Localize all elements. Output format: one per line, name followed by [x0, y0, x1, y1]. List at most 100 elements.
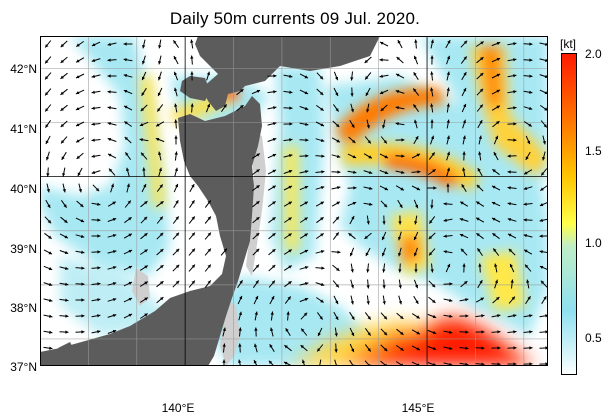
- current-arrow: [43, 265, 53, 271]
- current-arrow: [299, 185, 309, 191]
- current-arrow: [492, 168, 500, 176]
- current-arrow: [173, 55, 179, 65]
- current-arrow: [299, 297, 309, 303]
- current-arrow: [366, 119, 370, 129]
- current-arrow: [491, 362, 501, 366]
- current-arrow: [252, 216, 260, 224]
- current-arrow: [315, 250, 325, 254]
- current-arrow: [333, 71, 339, 81]
- current-arrow: [123, 74, 133, 78]
- current-arrow: [364, 232, 372, 240]
- current-arrow: [173, 199, 179, 209]
- current-arrow: [78, 183, 82, 193]
- current-arrow: [158, 39, 162, 49]
- oshima-peninsula: [180, 76, 210, 101]
- current-arrow: [283, 265, 293, 271]
- current-arrow: [172, 280, 180, 288]
- current-arrow: [508, 296, 516, 304]
- current-arrow: [75, 89, 85, 95]
- current-arrow: [124, 136, 132, 144]
- current-arrow: [174, 119, 178, 129]
- current-arrow: [475, 41, 485, 47]
- current-arrow: [317, 327, 323, 337]
- current-arrow: [107, 90, 117, 94]
- current-arrow: [381, 247, 387, 257]
- current-arrow: [510, 279, 514, 289]
- current-arrow: [172, 232, 180, 240]
- current-arrow: [299, 154, 309, 158]
- current-arrow: [188, 232, 196, 240]
- current-arrow: [190, 39, 194, 49]
- current-arrow: [299, 138, 309, 142]
- current-arrow: [366, 263, 370, 273]
- current-arrow: [253, 359, 258, 366]
- current-arrow: [267, 106, 277, 110]
- current-arrow: [62, 183, 66, 193]
- current-arrow: [156, 248, 164, 256]
- current-arrow: [158, 167, 162, 177]
- current-arrow: [476, 104, 484, 112]
- current-arrow: [172, 216, 180, 224]
- current-arrow: [315, 201, 325, 207]
- current-arrow: [253, 295, 259, 305]
- lat-label-39n: 39°N: [10, 242, 37, 256]
- current-arrow: [491, 185, 501, 191]
- current-arrow: [523, 234, 533, 238]
- current-arrow: [157, 87, 163, 97]
- current-arrow: [251, 153, 261, 159]
- current-arrow: [107, 58, 117, 62]
- current-arrow: [491, 201, 501, 207]
- current-arrow: [491, 314, 501, 318]
- current-arrow: [443, 330, 453, 334]
- colorbar-label-2-0: 2.0: [585, 47, 602, 61]
- current-arrow: [332, 216, 340, 224]
- current-arrow: [334, 343, 338, 353]
- current-arrow: [379, 89, 389, 95]
- sado-island: [58, 342, 74, 356]
- current-arrow: [268, 264, 276, 272]
- current-arrow: [142, 39, 146, 49]
- current-arrow: [492, 232, 500, 240]
- current-arrow: [60, 104, 68, 112]
- current-arrow: [477, 119, 483, 129]
- current-arrow: [446, 55, 451, 65]
- current-arrow: [507, 314, 517, 318]
- current-arrow: [124, 200, 132, 208]
- current-arrow: [300, 312, 308, 320]
- current-arrow: [523, 169, 533, 175]
- current-arrow: [91, 170, 101, 174]
- current-arrow: [379, 74, 389, 78]
- current-arrow: [540, 280, 548, 288]
- current-arrow: [349, 343, 355, 353]
- current-arrow: [60, 56, 68, 64]
- current-arrow: [107, 234, 117, 238]
- current-arrow: [430, 199, 434, 209]
- current-arrow: [300, 344, 308, 352]
- current-arrow: [507, 122, 517, 126]
- current-arrow: [44, 40, 52, 48]
- current-arrow: [59, 250, 69, 255]
- current-arrow: [43, 282, 53, 286]
- current-arrow: [252, 280, 260, 288]
- current-arrow: [507, 233, 517, 239]
- current-arrow: [123, 281, 133, 287]
- current-arrow: [283, 122, 293, 126]
- current-arrow: [427, 186, 437, 190]
- current-arrow: [267, 137, 277, 142]
- current-arrow: [446, 135, 450, 145]
- current-arrow: [252, 200, 260, 208]
- current-arrow: [299, 282, 309, 286]
- current-arrow: [350, 103, 354, 113]
- current-arrow: [156, 200, 164, 208]
- current-arrow: [267, 74, 277, 78]
- current-arrow: [411, 313, 421, 319]
- current-arrow: [443, 202, 453, 206]
- current-arrow: [446, 183, 450, 193]
- current-arrow: [172, 264, 180, 272]
- current-arrow: [60, 88, 68, 96]
- current-arrow: [44, 56, 52, 64]
- current-arrow: [382, 279, 386, 289]
- current-arrow: [430, 39, 434, 49]
- current-arrow: [459, 233, 469, 239]
- current-arrow: [91, 106, 101, 110]
